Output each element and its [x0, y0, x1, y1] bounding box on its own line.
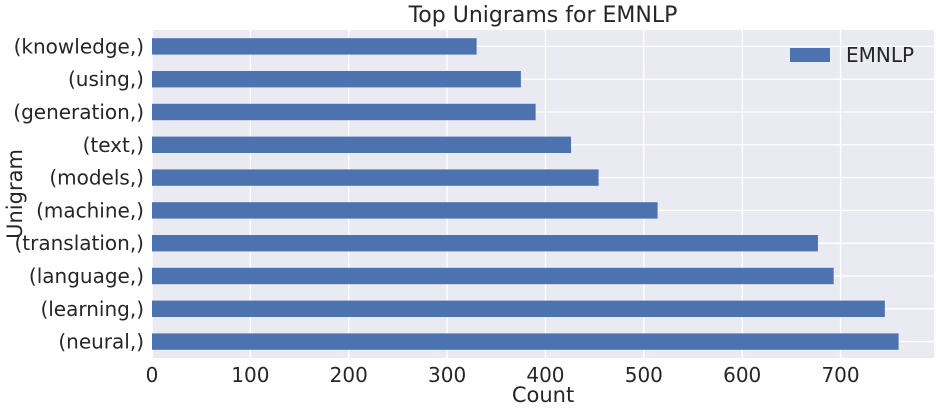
chart-title: Top Unigrams for EMNLP	[408, 3, 678, 28]
x-tick-label: 500	[625, 363, 663, 387]
bar	[152, 267, 834, 285]
x-tick-label: 200	[330, 363, 368, 387]
y-tick-label: (generation,)	[13, 100, 144, 124]
x-tick-label: 100	[231, 363, 269, 387]
bar	[152, 169, 599, 186]
x-tick-labels: 0 100 200 300 400 500 600 700	[146, 363, 860, 387]
bar	[152, 38, 477, 55]
y-tick-label: (models,)	[49, 166, 144, 190]
x-tick-label: 700	[821, 363, 859, 387]
y-tick-label: (language,)	[29, 264, 144, 288]
y-tick-label: (using,)	[68, 67, 144, 91]
y-tick-labels: (neural,) (learning,) (language,) (translat…	[13, 34, 144, 353]
bar	[152, 300, 885, 317]
y-tick-label: (knowledge,)	[14, 34, 144, 58]
legend-swatch	[790, 48, 830, 62]
bar	[152, 136, 572, 153]
legend-label: EMNLP	[846, 43, 914, 67]
bars	[152, 38, 899, 350]
y-axis-label: Unigram	[3, 149, 27, 239]
bar	[152, 202, 658, 219]
x-tick-label: 600	[723, 363, 761, 387]
bar	[152, 71, 521, 88]
x-axis-label: Count	[512, 383, 574, 407]
y-tick-label: (translation,)	[14, 231, 144, 255]
y-tick-label: (machine,)	[36, 198, 144, 222]
bar	[152, 333, 899, 350]
y-tick-label: (learning,)	[40, 297, 144, 321]
bar	[152, 103, 536, 121]
legend: EMNLP	[790, 43, 914, 67]
x-tick-label: 0	[146, 363, 159, 387]
y-tick-label: (neural,)	[58, 330, 144, 354]
bar	[152, 235, 818, 252]
x-tick-label: 400	[526, 363, 564, 387]
x-tick-label: 300	[428, 363, 466, 387]
y-tick-label: (text,)	[83, 133, 144, 157]
